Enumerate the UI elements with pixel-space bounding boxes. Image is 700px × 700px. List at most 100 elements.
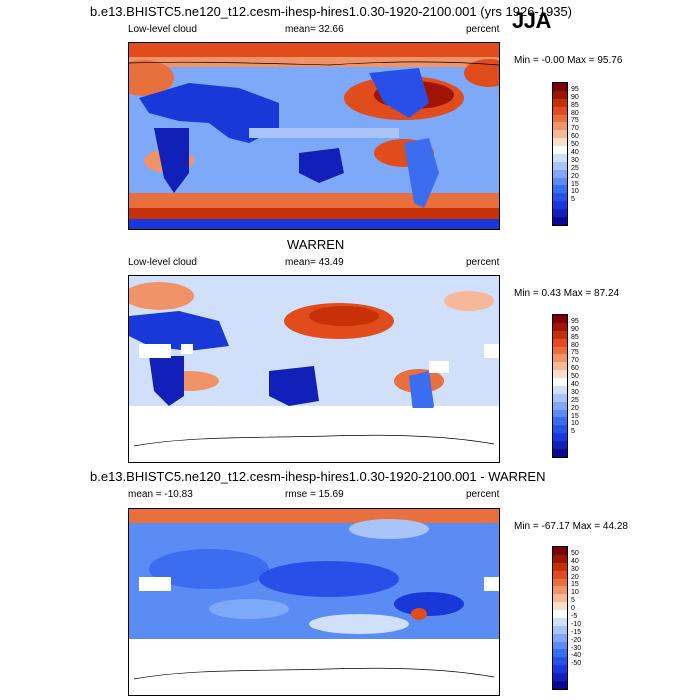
colorbar-segment <box>553 209 567 217</box>
colorbar-segment <box>553 417 567 426</box>
colorbar-tick-label: 50 <box>571 141 579 149</box>
panel2-units: percent <box>466 257 500 268</box>
colorbar-segment <box>553 425 567 434</box>
colorbar-segment <box>553 633 567 642</box>
colorbar-tick-label: 40 <box>571 149 579 156</box>
colorbar-segment <box>553 578 567 587</box>
colorbar-segment <box>553 330 567 339</box>
colorbar-segment <box>553 122 567 131</box>
colorbar-tick-label: 70 <box>571 125 579 133</box>
colorbar-segment <box>553 114 567 123</box>
colorbar-segment <box>553 641 567 650</box>
colorbar-tick-label: 0 <box>571 605 575 613</box>
colorbar-tick-label: 20 <box>571 404 579 412</box>
panel2-minmax: Min = 0.43 Max = 87.24 <box>514 288 620 299</box>
colorbar-segment <box>553 362 567 371</box>
colorbar-segment <box>553 385 567 394</box>
colorbar-segment <box>553 146 567 154</box>
colorbar-segment <box>553 673 567 681</box>
colorbar-segment <box>553 169 567 178</box>
colorbar-tick-label: 50 <box>571 549 579 557</box>
colorbar-segment <box>553 665 567 673</box>
colorbar-tick-label: 30 <box>571 156 579 164</box>
colorbar-tick-label: 5 <box>571 597 575 605</box>
colorbar-segment <box>553 562 567 571</box>
colorbar-tick-label: -15 <box>571 628 582 636</box>
colorbar-segment <box>553 610 567 618</box>
colorbar-tick-label: -40 <box>571 652 582 660</box>
panel1-colorbar <box>552 82 568 226</box>
colorbar-tick-label: 15 <box>571 180 579 188</box>
colorbar-tick-label: 90 <box>571 325 579 333</box>
colorbar-tick-label: 20 <box>571 172 579 180</box>
colorbar-segment <box>553 161 567 170</box>
colorbar-segment <box>553 617 567 626</box>
colorbar-tick-label: 15 <box>571 581 579 589</box>
panel2-mean: mean= 43.49 <box>285 257 344 268</box>
colorbar-segment <box>553 680 567 689</box>
colorbar-segment <box>553 130 567 139</box>
colorbar-segment <box>553 216 567 225</box>
colorbar-segment <box>553 570 567 579</box>
colorbar-segment <box>553 586 567 595</box>
colorbar-tick-label: -10 <box>571 620 582 628</box>
colorbar-segment <box>553 393 567 402</box>
panel2-title: WARREN <box>287 237 345 252</box>
colorbar-tick-label: 50 <box>571 373 579 381</box>
colorbar-segment <box>553 378 567 386</box>
colorbar-tick-label: 5 <box>571 428 575 436</box>
colorbar-tick-label: 75 <box>571 117 579 125</box>
panel3-title: b.e13.BHISTC5.ne120_t12.cesm-ihesp-hires… <box>90 469 546 484</box>
colorbar-tick-label: 90 <box>571 93 579 101</box>
colorbar-tick-label: 60 <box>571 365 579 373</box>
colorbar-segment <box>553 409 567 418</box>
colorbar-segment <box>553 138 567 146</box>
colorbar-segment <box>553 98 567 107</box>
colorbar-tick-label: 25 <box>571 396 579 404</box>
colorbar-segment <box>553 448 567 457</box>
panel2-map <box>128 275 500 463</box>
colorbar-tick-label: 75 <box>571 349 579 357</box>
panel1-map <box>128 42 500 230</box>
colorbar-segment <box>553 322 567 331</box>
colorbar-segment <box>553 153 567 162</box>
colorbar-tick-label: 40 <box>571 381 579 388</box>
colorbar-segment <box>553 177 567 186</box>
colorbar-segment <box>553 315 567 323</box>
colorbar-tick-label: -20 <box>571 636 582 644</box>
colorbar-segment <box>553 185 567 194</box>
colorbar-segment <box>553 441 567 449</box>
panel3-rmse: rmse = 15.69 <box>285 489 344 500</box>
colorbar-segment <box>553 547 567 555</box>
colorbar-tick-label: 95 <box>571 317 579 325</box>
colorbar-segment <box>553 346 567 355</box>
panel1-units: percent <box>466 24 500 35</box>
panel1-variable: Low-level cloud <box>128 24 197 35</box>
colorbar-tick-label: -30 <box>571 644 582 652</box>
colorbar-segment <box>553 649 567 658</box>
colorbar-tick-label: 20 <box>571 573 579 581</box>
panel3-map <box>128 508 500 696</box>
panel2-variable: Low-level cloud <box>128 257 197 268</box>
colorbar-tick-label: 10 <box>571 188 579 196</box>
colorbar-tick-label: 95 <box>571 85 579 93</box>
colorbar-segment <box>553 554 567 563</box>
colorbar-tick-label: 80 <box>571 341 579 349</box>
colorbar-segment <box>553 90 567 99</box>
panel1-minmax: Min = -0.00 Max = 95.76 <box>514 55 623 66</box>
colorbar-tick-label: 15 <box>571 412 579 420</box>
colorbar-tick-label: -50 <box>571 660 582 668</box>
colorbar-tick-label: 5 <box>571 196 575 204</box>
colorbar-segment <box>553 625 567 634</box>
colorbar-segment <box>553 594 567 603</box>
colorbar-segment <box>553 401 567 410</box>
panel1-mean: mean= 32.66 <box>285 24 344 35</box>
colorbar-tick-label: 85 <box>571 101 579 109</box>
colorbar-tick-label: 10 <box>571 589 579 597</box>
panel3-units: percent <box>466 489 500 500</box>
panel3-colorbar <box>552 546 568 690</box>
season-label: JJA <box>512 8 551 33</box>
colorbar-tick-label: 40 <box>571 557 579 565</box>
colorbar-tick-label: 60 <box>571 133 579 141</box>
colorbar-tick-label: 30 <box>571 388 579 396</box>
